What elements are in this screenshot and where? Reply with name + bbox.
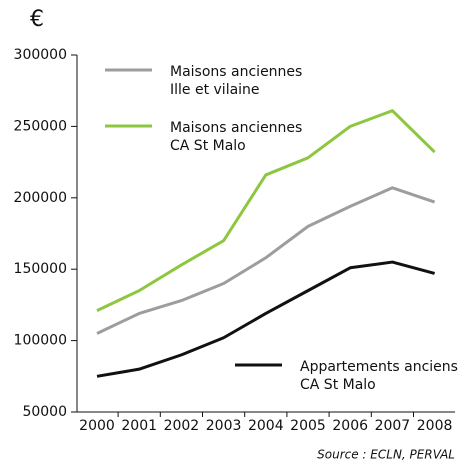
legend-label: Maisons anciennes Ille et vilaine xyxy=(170,64,302,98)
line-series xyxy=(96,260,435,378)
x-tick-label: 2005 xyxy=(290,418,326,434)
y-tick-label: 250000 xyxy=(14,118,67,134)
y-tick-label: 150000 xyxy=(14,261,67,277)
x-tick-label: 2000 xyxy=(79,418,115,434)
x-tick-label: 2008 xyxy=(417,418,453,434)
legend-line: Appartements anciens xyxy=(300,359,458,375)
legend-line: CA St Malo xyxy=(170,138,246,154)
x-tick-label: 2007 xyxy=(375,418,411,434)
legend-label: Appartements anciens CA St Malo xyxy=(300,359,458,393)
x-tick-label: 2006 xyxy=(332,418,368,434)
legend-line: Ille et vilaine xyxy=(170,82,260,98)
x-tick-label: 2001 xyxy=(121,418,157,434)
source: Source : ECLN, PERVAL xyxy=(317,448,455,462)
y-axis-label: € xyxy=(30,7,44,32)
y-tick-label: 100000 xyxy=(14,333,67,349)
legend-line: CA St Malo xyxy=(300,377,376,393)
y-tick-label: 300000 xyxy=(14,47,67,63)
line-series xyxy=(96,109,436,312)
y-tick-label: 200000 xyxy=(14,190,67,206)
y-tick-label: 50000 xyxy=(22,404,67,420)
x-tick-label: 2004 xyxy=(248,418,284,434)
line-series xyxy=(96,186,436,335)
x-tick-label: 2002 xyxy=(164,418,200,434)
legend-line: Maisons anciennes xyxy=(170,64,302,80)
x-tick-label: 2003 xyxy=(206,418,242,434)
legend-label: Maisons anciennes CA St Malo xyxy=(170,120,302,154)
legend-line: Maisons anciennes xyxy=(170,120,302,136)
